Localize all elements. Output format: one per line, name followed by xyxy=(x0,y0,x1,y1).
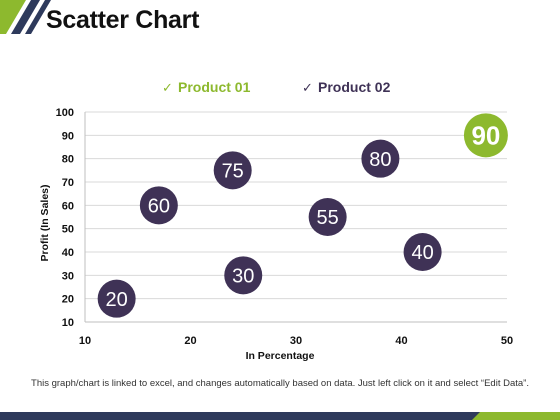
data-point-bubble xyxy=(97,279,136,318)
y-tick-label: 60 xyxy=(62,200,74,212)
data-point: 60 xyxy=(139,186,178,225)
legend-entry: ✓ Product 01 xyxy=(162,79,251,95)
data-point-label: 20 xyxy=(106,289,128,311)
data-point-bubble xyxy=(403,233,442,271)
data-point: 55 xyxy=(308,198,347,236)
corner-stripe-navy xyxy=(11,0,40,34)
data-point-label: 55 xyxy=(317,207,339,229)
data-point: 80 xyxy=(361,139,400,178)
legend-label: Product 01 xyxy=(178,79,251,95)
y-axis-title: Profit (In Sales) xyxy=(39,184,51,261)
legend-entry: ✓ Product 02 xyxy=(302,79,391,95)
bottom-band-green xyxy=(472,412,560,420)
data-point-label: 40 xyxy=(411,242,433,264)
y-tick-label: 90 xyxy=(62,130,74,142)
data-point: 90 xyxy=(463,113,508,158)
data-point: 20 xyxy=(97,279,136,318)
data-point-label: 30 xyxy=(232,266,254,288)
data-point-label: 60 xyxy=(148,196,170,218)
legend-check-icon: ✓ xyxy=(162,80,173,95)
y-tick-label: 80 xyxy=(62,154,74,166)
corner-stripe-navy-thin xyxy=(25,0,51,34)
data-point-bubble xyxy=(463,113,508,158)
y-tick-label: 30 xyxy=(62,270,74,282)
y-tick-label: 50 xyxy=(62,224,74,236)
data-point-label: 80 xyxy=(369,149,391,171)
data-point-bubble xyxy=(361,139,400,178)
data-point-label: 75 xyxy=(222,161,244,183)
legend-label: Product 02 xyxy=(318,79,391,95)
data-point: 40 xyxy=(403,233,442,271)
data-point: 75 xyxy=(213,151,252,190)
y-tick-label: 10 xyxy=(62,317,74,329)
x-tick-label: 50 xyxy=(501,335,513,347)
y-tick-label: 100 xyxy=(56,107,74,119)
data-point-bubble xyxy=(213,151,252,190)
y-tick-label: 70 xyxy=(62,177,74,189)
data-point-bubble xyxy=(224,256,263,295)
data-point-bubble xyxy=(139,186,178,225)
x-axis-title: In Percentage xyxy=(246,350,315,362)
x-tick-label: 40 xyxy=(395,335,407,347)
bottom-band-navy xyxy=(0,412,500,420)
chart-footnote: This graph/chart is linked to excel, and… xyxy=(31,378,529,389)
y-tick-label: 20 xyxy=(62,294,74,306)
x-tick-label: 10 xyxy=(79,335,91,347)
data-point-bubble xyxy=(308,198,347,236)
data-point: 30 xyxy=(224,256,263,295)
y-tick-label: 40 xyxy=(62,247,74,259)
x-tick-label: 20 xyxy=(184,335,196,347)
data-point-label: 90 xyxy=(471,121,500,151)
corner-stripe-green xyxy=(0,0,26,34)
legend-check-icon: ✓ xyxy=(302,80,313,95)
x-tick-label: 30 xyxy=(290,335,302,347)
page-title: Scatter Chart xyxy=(46,6,200,34)
